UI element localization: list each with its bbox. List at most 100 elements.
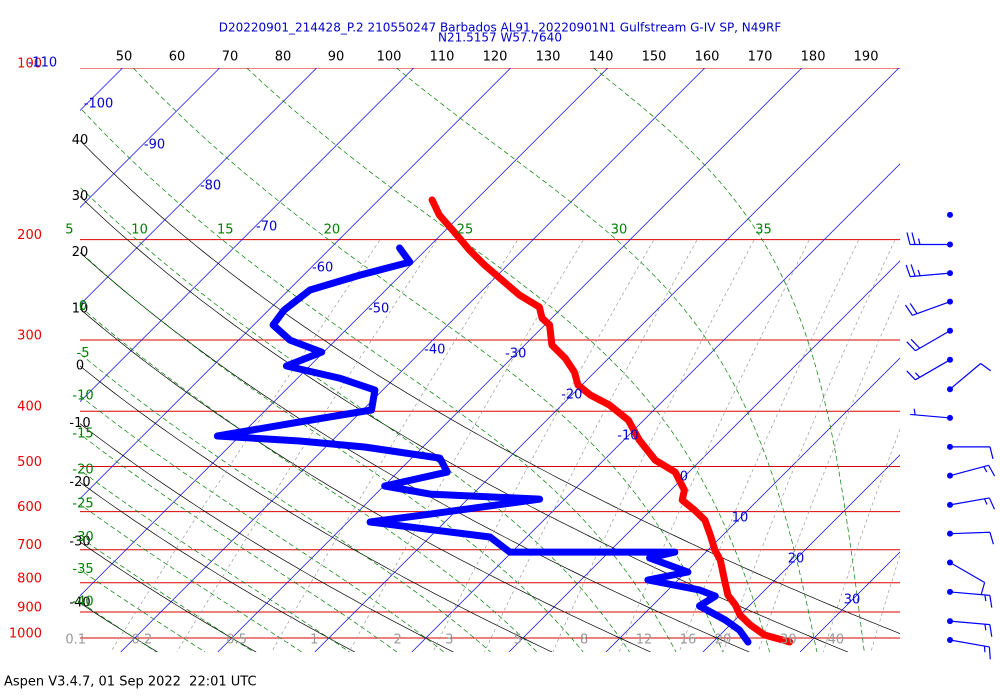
dry-adiabat-label: 10: [72, 301, 89, 316]
isotherm: [80, 68, 318, 306]
wind-staff: [915, 330, 951, 352]
wind-feather: [980, 363, 992, 372]
moist-adiabat-label: 5: [65, 223, 73, 238]
moist-adiabat-label: -30: [72, 530, 93, 545]
chart-title: D20220901_214428_P.2 210550247 Barbados …: [219, 21, 782, 35]
dry-adiabat-label: -30: [69, 534, 90, 549]
isotherm: [120, 68, 706, 652]
wind-staff: [949, 591, 990, 596]
isotherm-label: -40: [424, 343, 445, 358]
top-tick-label: 170: [748, 50, 773, 65]
wind-staff: [949, 363, 982, 390]
moist-adiabat: [80, 251, 584, 652]
wind-feather: [904, 304, 913, 316]
dewpoint-line: [213, 244, 752, 646]
chart-subtitle: N21.5157 W57.7640: [438, 31, 562, 45]
wind-staff: [910, 272, 951, 278]
isobar-label: 400: [17, 400, 42, 415]
mixing-ratio-line: [176, 240, 437, 652]
mixing-ratio-line: [484, 240, 698, 652]
mixing-ratio-label: 16: [680, 633, 697, 648]
isotherm-label: -80: [200, 179, 221, 194]
wind-dot: [947, 211, 953, 218]
wind-feather: [989, 595, 993, 608]
isotherm: [605, 357, 900, 652]
mixing-ratio-label: 0.5: [226, 633, 247, 648]
isobar-label: 200: [17, 228, 42, 243]
wind-barb: [947, 211, 953, 218]
moist-adiabat-label: -10: [72, 388, 93, 403]
dry-adiabat: [80, 195, 849, 652]
isotherm-label: -30: [505, 347, 526, 362]
wind-feather: [911, 232, 916, 245]
dry-adiabat-label: 40: [72, 133, 89, 148]
isotherm-label: -20: [561, 388, 582, 403]
wind-feather: [984, 594, 987, 602]
isotherm: [314, 68, 900, 652]
wind-feather: [910, 264, 916, 277]
dry-adiabat: [80, 423, 454, 652]
wind-feather: [909, 303, 918, 314]
moist-adiabat: [80, 107, 677, 652]
mixing-ratio-label: 8: [580, 633, 588, 648]
wind-feather: [917, 238, 921, 245]
mixing-ratio-label: 20: [715, 633, 732, 648]
wind-barb: [947, 443, 994, 460]
wind-staff: [915, 359, 951, 381]
isotherm-label: 20: [788, 552, 805, 567]
top-tick-label: 110: [430, 50, 455, 65]
wind-staff: [949, 620, 990, 626]
moist-adiabat-label: -5: [77, 346, 90, 361]
isotherm-label: -90: [144, 138, 165, 153]
isotherm-label: -100: [84, 97, 114, 112]
wind-barb: [904, 298, 953, 316]
isobar-label: 900: [17, 600, 42, 615]
dry-adiabat: [80, 252, 750, 652]
wind-barb: [947, 363, 992, 393]
wind-feather: [988, 646, 991, 660]
dry-adiabat: [80, 541, 257, 652]
wind-feather: [988, 497, 995, 510]
wind-barb: [906, 232, 953, 248]
wind-staff: [949, 561, 985, 584]
isotherm: [799, 551, 900, 652]
top-tick-label: 120: [483, 50, 508, 65]
top-tick-label: 190: [854, 50, 879, 65]
mixing-ratio-label: 3: [445, 633, 453, 648]
wind-feather: [905, 264, 911, 277]
wind-feather: [983, 498, 988, 505]
dry-adiabat-label: -10: [69, 416, 90, 431]
wind-barbs: [904, 211, 996, 660]
top-tick-label: 50: [116, 50, 133, 65]
mixing-ratio-label: 1: [310, 633, 318, 648]
wind-staff: [949, 464, 989, 477]
isobar-label: 700: [17, 538, 42, 553]
wind-staff: [949, 639, 990, 648]
wind-staff: [912, 301, 951, 316]
mixing-ratio-line: [678, 240, 859, 652]
top-tick-label: 130: [536, 50, 561, 65]
isotherm-label: -110: [28, 56, 58, 71]
mixing-ratio-label: 12: [636, 633, 653, 648]
moist-adiabat: [593, 68, 865, 652]
wind-staff: [910, 413, 951, 419]
moist-adiabat-label: -20: [72, 463, 93, 478]
isotherm-label: -10: [617, 429, 638, 444]
isotherm-label: 0: [680, 470, 688, 485]
isobar-label: 500: [17, 455, 42, 470]
moist-adiabat-label: -40: [72, 594, 93, 609]
moist-adiabat-label: 15: [217, 223, 234, 238]
moist-adiabat-label: 25: [457, 223, 474, 238]
plot-area: [80, 68, 900, 652]
moist-adiabat: [246, 68, 771, 652]
wind-barb: [947, 637, 991, 660]
top-tick-label: 70: [222, 50, 239, 65]
wind-feather: [913, 408, 916, 415]
isobar-label: 800: [17, 571, 42, 586]
isotherm-label: -60: [312, 261, 333, 276]
wind-feather: [906, 341, 916, 352]
isotherm-label: 30: [844, 593, 861, 608]
dry-adiabat: [80, 308, 651, 652]
dry-adiabat-label: -40: [69, 596, 90, 611]
isotherm-label: -70: [256, 220, 277, 235]
